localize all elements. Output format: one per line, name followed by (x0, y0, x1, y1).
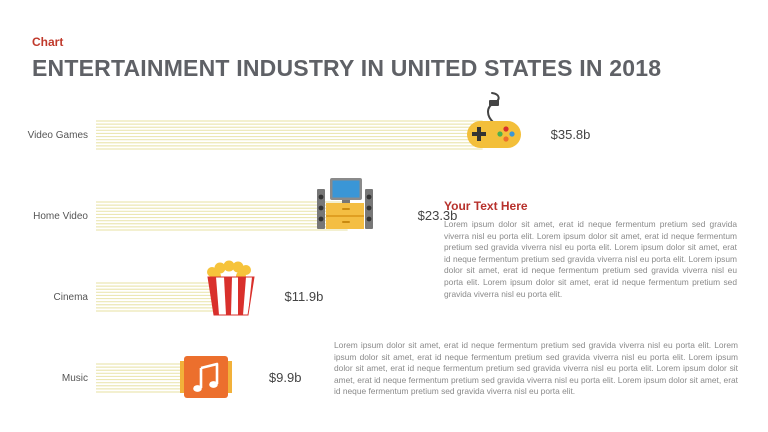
category-label: Cinema (54, 292, 89, 303)
bar-cinema (96, 282, 225, 312)
eyebrow-label: Chart (32, 35, 64, 49)
popcorn-icon (207, 260, 255, 316)
gamepad-icon (467, 92, 521, 148)
callout-paragraph-secondary: Lorem ipsum dolor sit amet, erat id nequ… (334, 340, 738, 397)
bar-video-games (96, 120, 483, 150)
home-theater-icon (317, 178, 373, 229)
page-title: ENTERTAINMENT INDUSTRY IN UNITED STATES … (32, 55, 662, 81)
value-label: $35.8b (551, 127, 591, 142)
callout-paragraph: Lorem ipsum dolor sit amet, erat id nequ… (444, 219, 737, 299)
bars-layer (96, 120, 483, 393)
category-label: Home Video (33, 211, 88, 222)
callout-title: Your Text Here (444, 199, 528, 213)
value-label: $11.9b (285, 289, 324, 304)
labels-layer: Video Games $35.8b Home Video $23.3b Cinema $… (28, 127, 591, 385)
value-label: $9.9b (269, 370, 302, 385)
value-label: $23.3b (418, 208, 458, 223)
category-label: Music (62, 373, 88, 384)
category-label: Video Games (28, 130, 88, 141)
music-note-icon (180, 356, 232, 398)
icons-layer (180, 92, 521, 398)
bar-home-video (96, 201, 348, 231)
